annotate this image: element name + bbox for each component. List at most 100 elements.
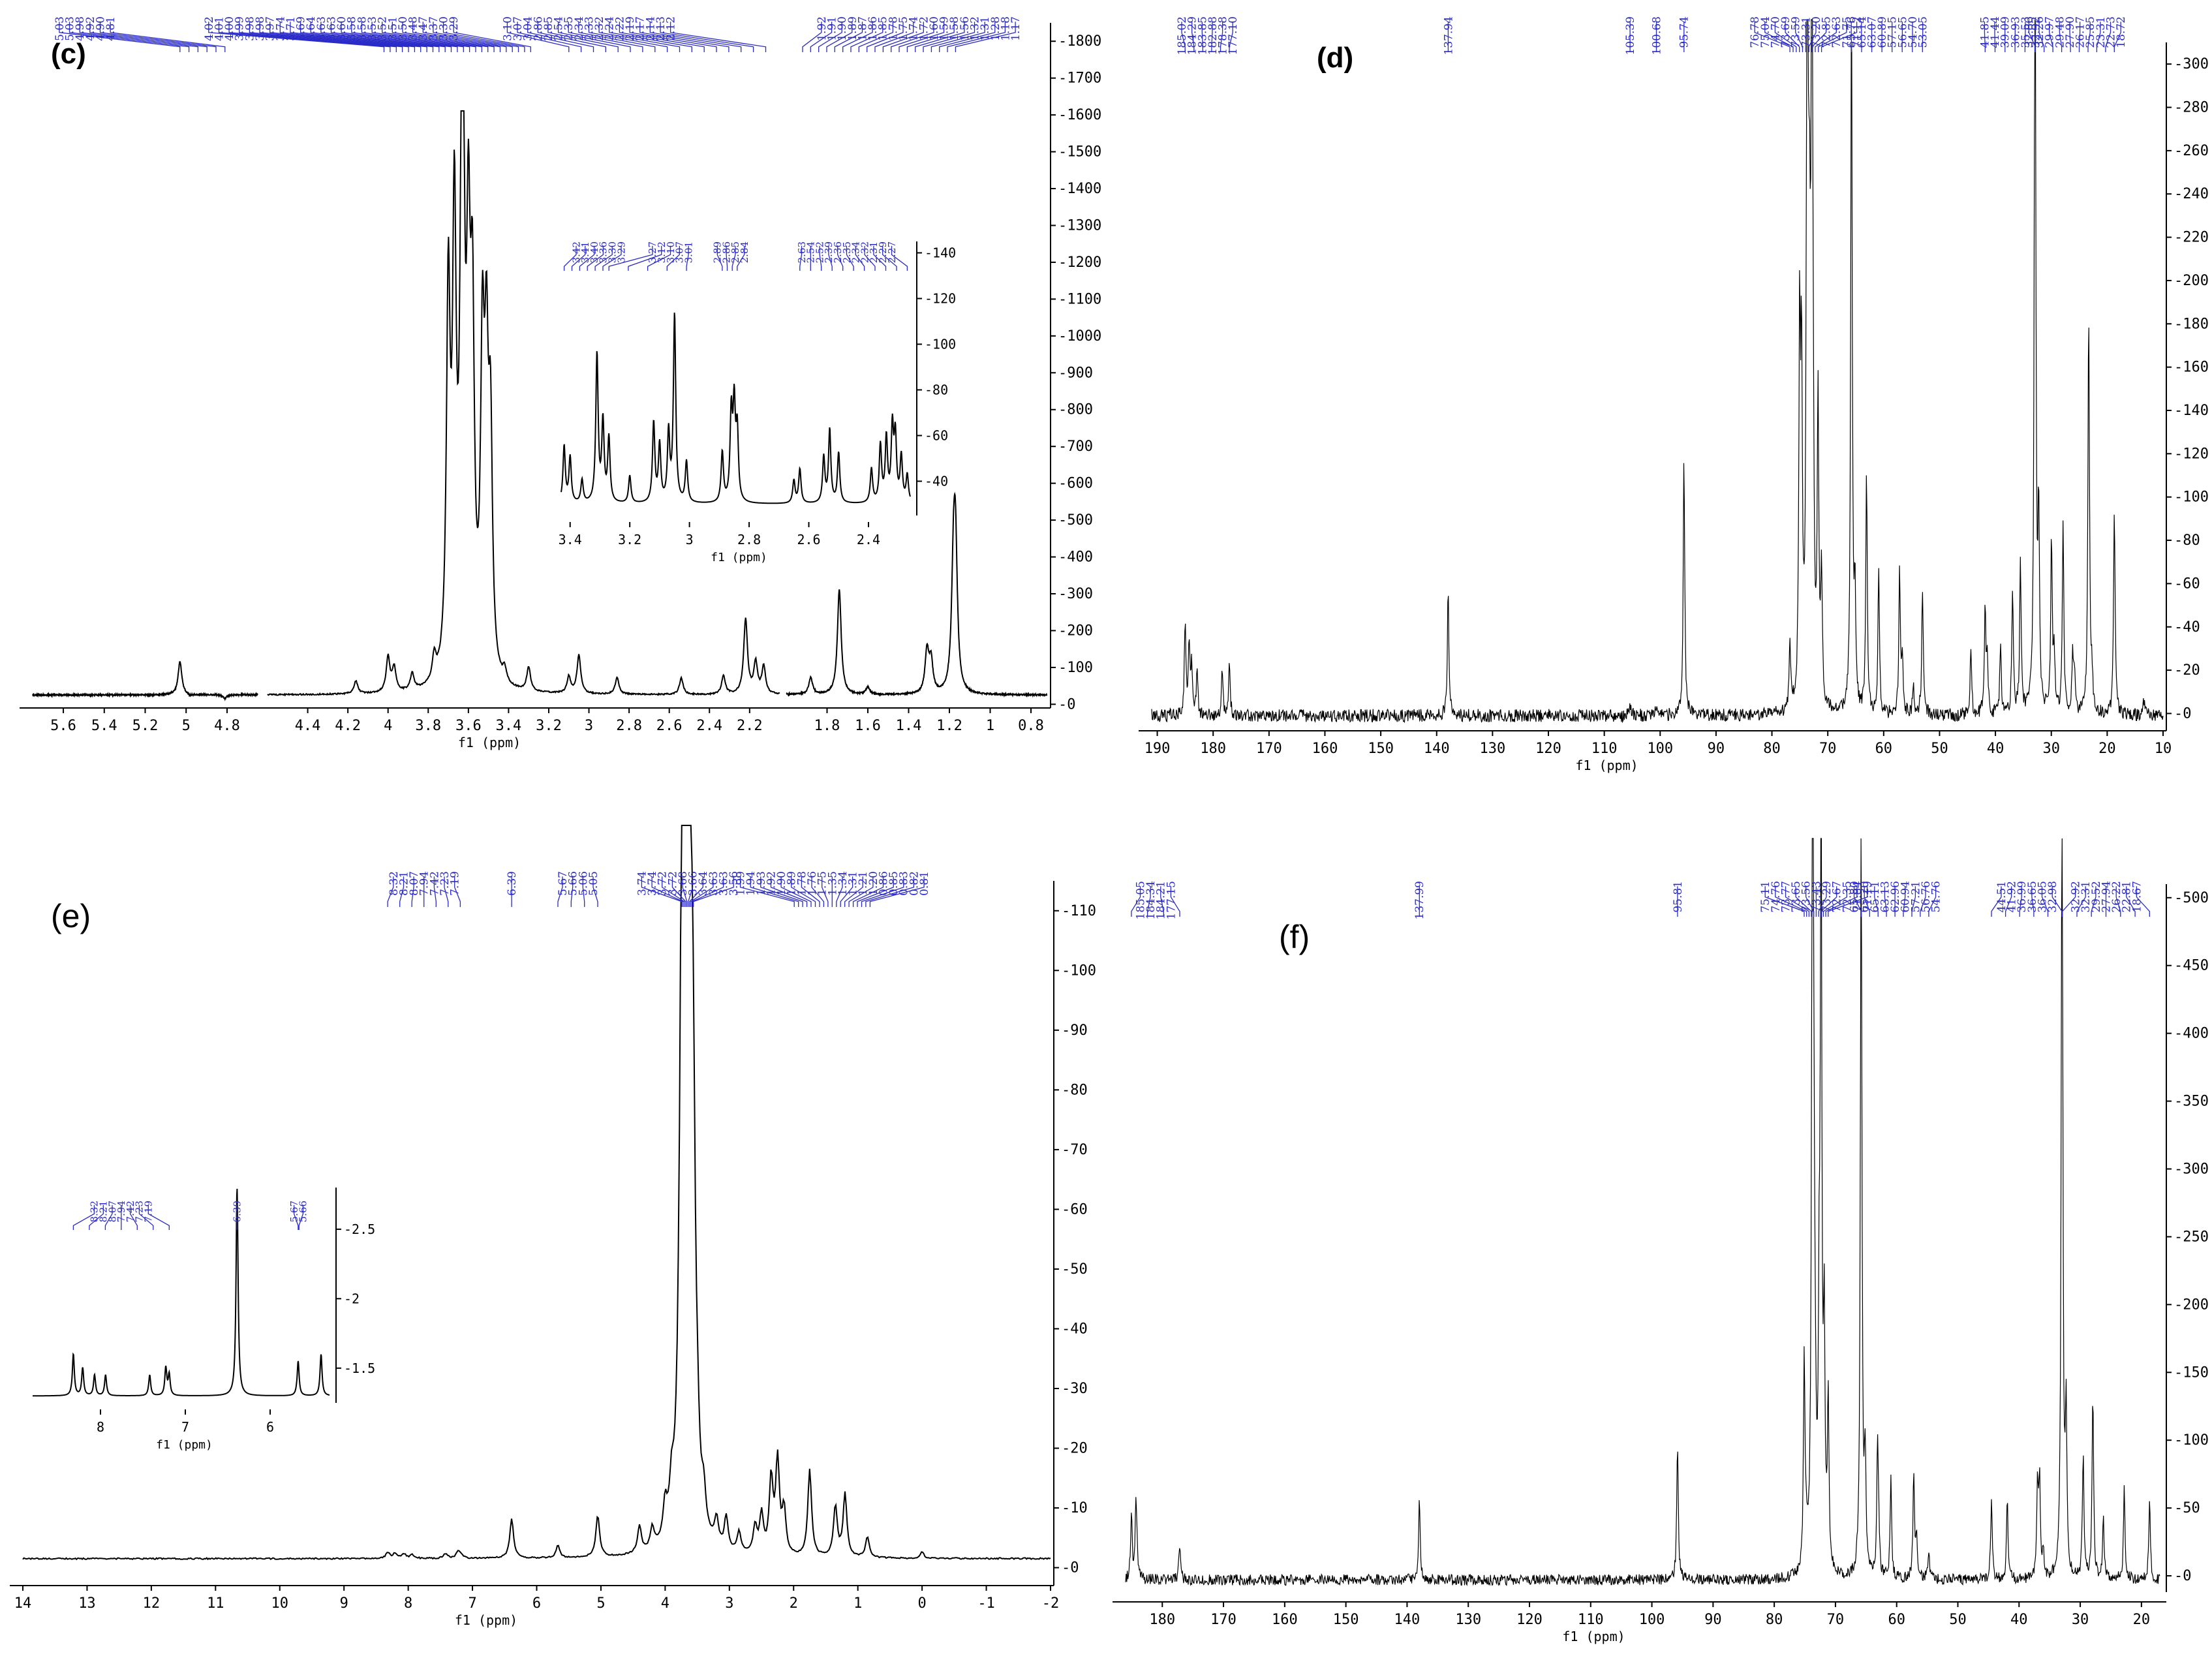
peak-label: 23.31 (2095, 16, 2108, 48)
peak-leader (1828, 886, 1868, 917)
peak-leader (387, 876, 394, 907)
y-axis: -1.5 -2 -2.5 (335, 1188, 375, 1403)
peak-leader (1822, 886, 1847, 917)
peak-leader (527, 22, 594, 52)
x-tick-label: 1 (853, 1595, 862, 1612)
peak-label: 95.81 (1672, 881, 1685, 913)
y-tick-label: -100 (1062, 962, 1096, 979)
spectrum-f: 180 170 160 150 140 130 120 110 100 90 80 70 60 50 40 3… (1113, 838, 2209, 1644)
peak-label: 27.94 (2100, 881, 2113, 913)
peak-label: 177.10 (1227, 16, 1240, 55)
y-tick-label: -200 (2174, 273, 2209, 289)
peak-label: 32.26 (2033, 16, 2046, 48)
peak-leader (873, 245, 887, 271)
peak-label: 26.17 (2074, 16, 2087, 48)
x-tick-label: 2.4 (696, 718, 722, 734)
peak-leader (840, 876, 853, 907)
x-tick-label: 3.4 (559, 532, 582, 547)
x-tick-label: 100 (1647, 741, 1673, 757)
y-tick-label: -0 (1058, 696, 1076, 713)
peak-leader (1764, 886, 1805, 917)
peak-leader (899, 22, 945, 52)
peak-label: 3.51 (386, 16, 399, 41)
x-tick-label: 190 (1144, 741, 1171, 757)
peak-leader (861, 876, 904, 907)
peak-leader (834, 22, 863, 52)
plot-e: 14 13 12 11 10 9 8 7 6 5 4 3 2 1 0 -1 -2f1 (ppm)-0-10-20… (10, 825, 1096, 1628)
y-tick-label: -260 (2174, 143, 2209, 159)
peak-label: 3.04 (522, 16, 535, 41)
peak-leader (848, 876, 874, 907)
peak-leader (249, 22, 409, 52)
peak-label: 5.66 (567, 871, 580, 896)
y-axis: -40 -60 -80 -100 -120 -140 (916, 241, 956, 515)
x-tick-label: 3.2 (618, 532, 641, 547)
x-tick-label: 6 (532, 1595, 541, 1612)
inset-plot-e: 8 7 6 f1 (ppm) -1.5 -2 -2.5 8.328.218.077.947.4… (33, 1188, 375, 1452)
y-tick-label: -100 (2174, 489, 2209, 506)
x-tick-label: 11 (207, 1595, 224, 1612)
x-tick-label: 3.8 (415, 718, 441, 734)
y-tick-label: -1500 (1058, 144, 1101, 161)
peak-label: 36.05 (2036, 881, 2050, 913)
x-tick-label: 1.6 (855, 718, 881, 734)
peak-leader (846, 245, 854, 271)
peak-leader (689, 876, 703, 907)
peak-label: 63.13 (1879, 881, 1892, 913)
x-tick-label: 8 (97, 1419, 104, 1435)
peak-label: 7.19 (449, 871, 462, 896)
y-tick-label: -1800 (1058, 33, 1101, 50)
peak-leader (598, 22, 681, 52)
peak-leader (1820, 886, 1837, 917)
peak-leader (411, 876, 414, 907)
peak-leader (79, 22, 199, 52)
peak-label: 73.20 (1810, 16, 1823, 48)
peak-label: 4.02 (203, 16, 216, 41)
peak-label: 1.90 (775, 871, 788, 896)
spectrum-trace-segment (1125, 838, 2160, 1586)
peak-leader (341, 22, 464, 52)
peak-leader (857, 876, 894, 907)
peak-label: 2.86 (532, 16, 545, 41)
peak-label: 182.88 (1206, 16, 1220, 55)
x-tick-label: 180 (1149, 1612, 1175, 1628)
x-axis-label: f1 (ppm) (711, 551, 767, 564)
peak-leader (865, 876, 915, 907)
x-tick-label: 2.2 (737, 718, 763, 734)
x-tick-label: 0 (918, 1595, 927, 1612)
peak-label: 56.65 (1896, 16, 1909, 48)
peak-leader (882, 245, 897, 271)
y-axis: -0 -100 -200 -300 -400 -500 -600 -700 -800 -900 -1… (1050, 23, 1101, 713)
peak-label: 3.74 (274, 16, 287, 41)
x-tick-label: 70 (1819, 741, 1837, 757)
y-tick-label: -400 (2174, 1026, 2209, 1042)
peak-leader (537, 22, 606, 52)
peak-label: 1.86 (867, 16, 880, 41)
peak-leader (568, 22, 643, 52)
peak-leader (608, 245, 653, 271)
x-tick-label: 2.6 (797, 532, 820, 547)
panel-label-f: (f) (1279, 919, 1310, 955)
peak-label: 2.17 (634, 16, 647, 41)
y-tick-label: -400 (1058, 549, 1093, 566)
x-tick-label: 100 (1639, 1612, 1665, 1628)
peak-leader (669, 22, 767, 52)
peak-label: 1.18 (999, 16, 1012, 41)
peak-label: 3.97 (264, 16, 277, 41)
peak-label: 32.92 (2070, 881, 2083, 913)
spectrum-d: 190 180 170 160 150 140 130 120 110 100 90 80 70 60 50… (1139, 16, 2209, 773)
peak-leader (939, 22, 996, 52)
x-tick-label: 140 (1424, 741, 1450, 757)
peak-label: 3.98 (243, 16, 256, 41)
peak-leader (1181, 22, 1186, 52)
peak-label: 18.72 (2115, 16, 2128, 48)
peak-leader (1764, 22, 1794, 52)
x-tick-label: 2.6 (656, 718, 683, 734)
peak-label: 1.90 (836, 16, 849, 41)
peak-leader (402, 22, 501, 52)
peak-leader (867, 22, 904, 52)
peak-leader (1825, 886, 1858, 917)
y-tick-label: -600 (1058, 476, 1093, 492)
peak-label: 2.54 (553, 16, 566, 41)
peak-leader (662, 876, 685, 907)
